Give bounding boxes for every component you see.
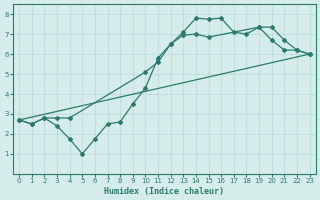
X-axis label: Humidex (Indice chaleur): Humidex (Indice chaleur)	[104, 187, 224, 196]
